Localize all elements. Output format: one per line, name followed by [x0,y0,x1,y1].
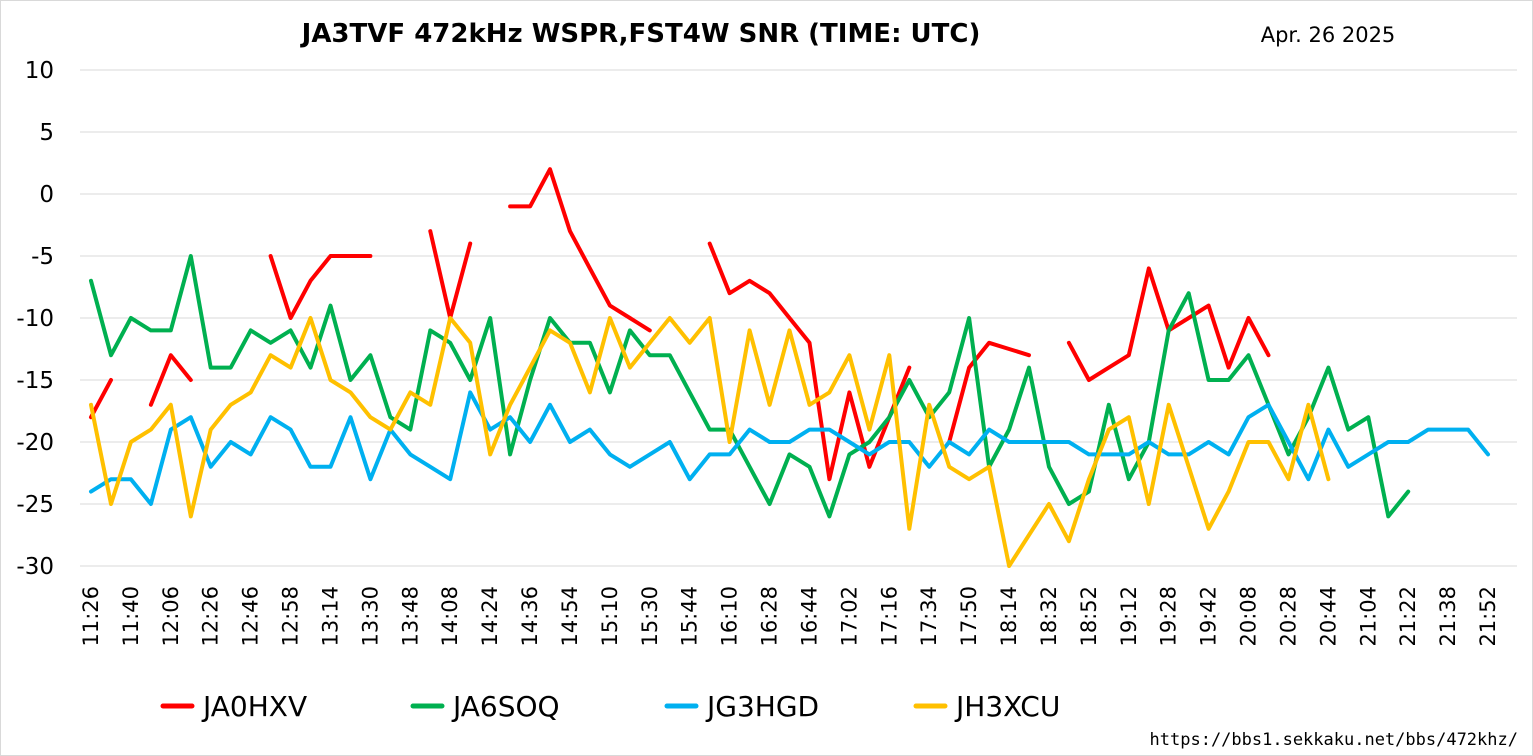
y-tick-label: -25 [16,492,54,518]
x-tick-label: 18:52 [1077,586,1101,647]
source-url[interactable]: https://bbs1.sekkaku.net/bbs/472khz/ [1150,730,1518,750]
x-tick-label: 21:52 [1476,586,1500,647]
series-jg3hgd [89,390,1490,506]
chart-title: JA3TVF 472kHz WSPR,FST4W SNR (TIME: UTC) [300,19,981,49]
x-tick-label: 19:42 [1197,586,1221,647]
x-tick-label: 21:38 [1436,586,1460,647]
gridlines [80,69,1517,567]
series-line-segment [89,378,113,420]
legend-entry-ja0hxv: JA0HXV [160,690,307,723]
x-tick-label: 14:08 [438,586,462,647]
x-tick-label: 15:30 [638,586,662,647]
legend-entry-ja6soq: JA6SOQ [410,690,560,723]
series-line-segment [89,254,1411,519]
series-line-segment [89,316,1331,568]
y-tick-label: 10 [25,58,54,84]
x-tick-label: 14:36 [518,586,542,647]
x-tick-label: 12:06 [159,586,183,647]
x-tick-label: 13:30 [358,586,382,647]
x-tick-label: 20:28 [1276,586,1300,647]
x-tick-label: 16:44 [797,586,821,647]
y-tick-label: 0 [39,182,54,208]
legend-entry-jg3hgd: JG3HGD [664,690,819,723]
x-tick-label: 20:08 [1237,586,1261,647]
y-tick-label: 5 [39,120,54,146]
x-tick-label: 13:48 [398,586,422,647]
x-tick-label: 12:26 [199,586,223,647]
y-tick-label: -20 [16,430,54,456]
x-tick-label: 17:02 [837,586,861,647]
x-tick-label: 11:40 [119,586,143,647]
series-line-segment [148,353,193,407]
x-tick-label: 12:46 [239,586,263,647]
y-tick-label: -30 [16,554,54,580]
series-line-segment [947,340,1031,444]
series-jh3xcu [89,316,1331,568]
series-ja6soq [89,254,1411,519]
legend-label: JA6SOQ [451,690,560,723]
x-axis-ticks: 11:26 11:40 12:06 12:26 12:46 12:58 13:14 13:30… [79,586,1500,647]
x-tick-label: 17:16 [877,586,901,647]
x-tick-label: 13:14 [318,586,342,647]
x-tick-label: 19:28 [1157,586,1181,647]
series-line-segment [268,254,373,320]
series-line-segment [89,390,1490,506]
y-tick-label: -5 [31,244,54,270]
x-tick-label: 16:10 [718,586,742,647]
x-tick-label: 17:50 [957,586,981,647]
legend: JA0HXV JA6SOQ JG3HGD JH3XCU [160,690,1060,723]
x-tick-label: 16:28 [758,586,782,647]
x-tick-label: 18:14 [997,586,1021,647]
x-tick-label: 20:44 [1316,586,1340,647]
y-axis-ticks: 10 5 0 -5 -10 -15 -20 -25 -30 [16,58,54,580]
x-tick-label: 15:44 [678,586,702,647]
x-tick-label: 19:12 [1117,586,1141,647]
legend-label: JH3XCU [954,690,1060,723]
x-tick-label: 17:34 [917,586,941,647]
x-tick-label: 14:54 [558,586,582,647]
series-lines [89,167,1490,568]
legend-label: JA0HXV [201,690,307,723]
legend-label: JG3HGD [705,690,819,723]
x-tick-label: 12:58 [279,586,303,647]
y-tick-label: -10 [16,306,54,332]
chart-date: Apr. 26 2025 [1261,23,1396,47]
x-tick-label: 11:26 [79,586,103,647]
x-tick-label: 15:10 [598,586,622,647]
y-tick-label: -15 [16,368,54,394]
x-tick-label: 18:32 [1037,586,1061,647]
x-tick-label: 21:04 [1356,586,1380,647]
x-tick-label: 14:24 [478,586,502,647]
legend-entry-jh3xcu: JH3XCU [913,690,1060,723]
x-tick-label: 21:22 [1396,586,1420,647]
series-line-segment [508,167,652,333]
